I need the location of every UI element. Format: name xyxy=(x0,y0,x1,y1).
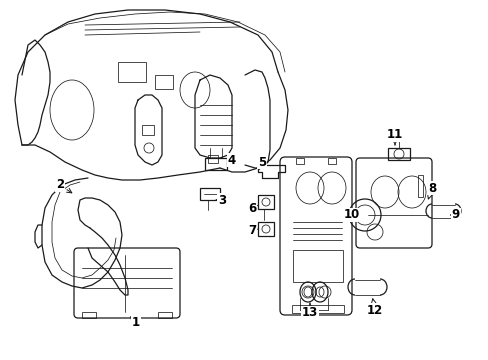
Text: 2: 2 xyxy=(56,179,72,193)
Bar xyxy=(158,312,172,318)
Bar xyxy=(142,125,154,135)
Bar xyxy=(155,75,173,89)
Text: 12: 12 xyxy=(366,299,382,316)
Bar xyxy=(204,158,226,170)
Text: 6: 6 xyxy=(247,202,257,215)
Text: 11: 11 xyxy=(386,129,402,145)
Bar xyxy=(258,222,273,236)
Text: 1: 1 xyxy=(130,316,140,329)
Text: 3: 3 xyxy=(216,194,225,207)
Text: 4: 4 xyxy=(227,153,236,166)
Bar xyxy=(82,312,96,318)
Text: 13: 13 xyxy=(301,303,318,320)
Bar xyxy=(387,148,409,160)
Text: 9: 9 xyxy=(450,208,459,221)
Text: 7: 7 xyxy=(247,224,257,237)
Bar xyxy=(118,62,146,82)
Bar xyxy=(291,305,343,313)
Text: 8: 8 xyxy=(427,181,435,199)
Text: 5: 5 xyxy=(257,156,265,170)
Bar xyxy=(258,195,273,209)
Bar xyxy=(327,158,335,164)
Bar xyxy=(200,188,220,200)
Bar xyxy=(417,175,422,197)
Bar xyxy=(292,250,342,282)
Bar xyxy=(207,155,218,163)
Text: 10: 10 xyxy=(343,208,359,221)
Bar xyxy=(295,158,304,164)
